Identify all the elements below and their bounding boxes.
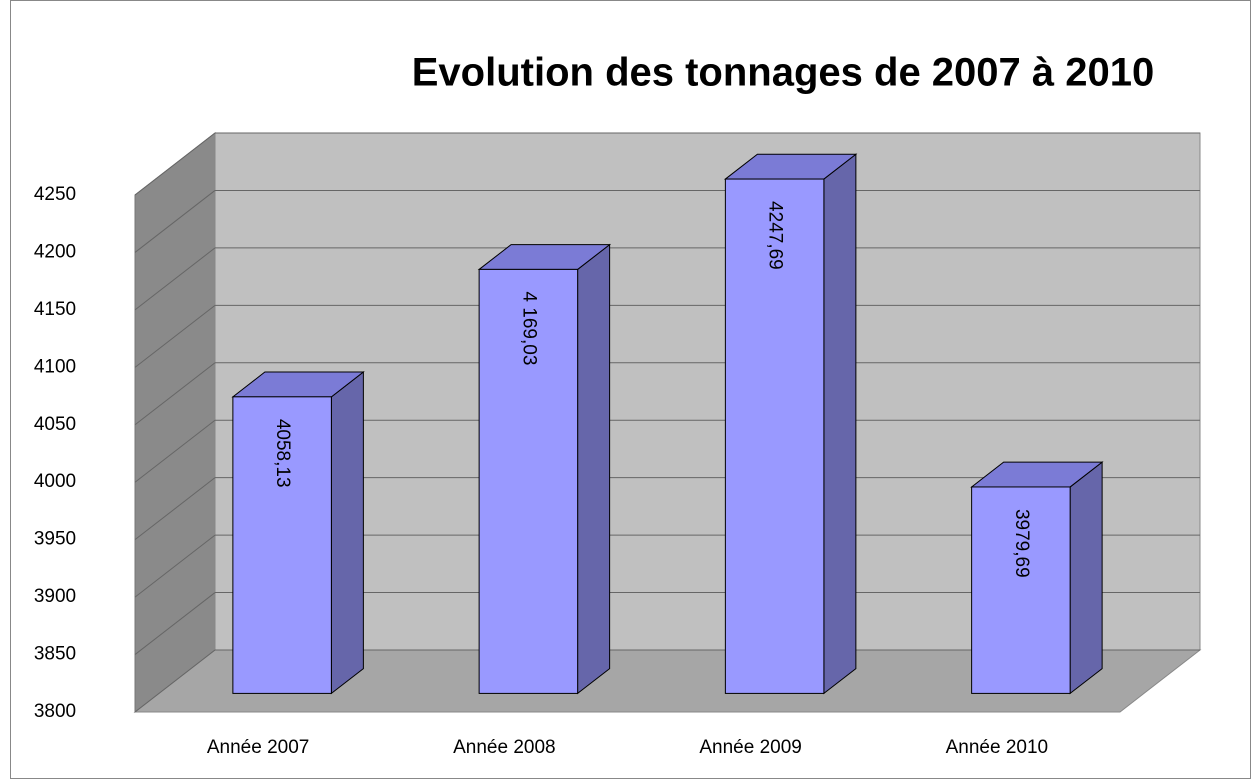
y-tick-label: 4100 [34,356,76,377]
grid-line [134,477,216,541]
x-tick-label: Année 2007 [207,737,310,758]
x-tick-label: Année 2010 [946,737,1049,758]
grid-line [134,304,216,368]
value-label: 4 169,03 [518,291,539,365]
grid-line [134,419,216,483]
grid-line [134,592,216,655]
y-tick-label: 3850 [34,644,76,665]
chart-title: Evolution des tonnages de 2007 à 2010 [412,51,1155,95]
bar-side [577,243,611,695]
bar [971,486,1071,694]
y-tick-label: 4250 [34,184,76,205]
bar-side [1069,461,1103,695]
value-label: 4058,13 [272,419,293,488]
bar-side [823,153,857,695]
bar [232,396,332,694]
y-tick-label: 4200 [34,241,76,262]
y-tick-label: 3900 [34,586,76,607]
bar [478,268,579,694]
grid-line [134,132,216,196]
bar-side [330,371,364,695]
value-label: 3979,69 [1011,509,1032,578]
grid-line [134,649,216,713]
side-wall [134,131,216,714]
grid-line [134,247,216,311]
grid-line [134,362,216,426]
y-tick-label: 3800 [34,701,76,722]
value-label: 4247,69 [765,201,786,270]
x-tick-label: Année 2009 [699,737,802,758]
bar [724,178,825,694]
y-tick-label: 4050 [34,414,76,435]
grid-line [134,534,216,598]
y-tick-label: 4150 [34,299,76,320]
grid-line [134,190,216,253]
x-tick-label: Année 2008 [453,737,556,758]
y-tick-label: 4000 [34,471,76,492]
y-tick-label: 3950 [34,529,76,550]
